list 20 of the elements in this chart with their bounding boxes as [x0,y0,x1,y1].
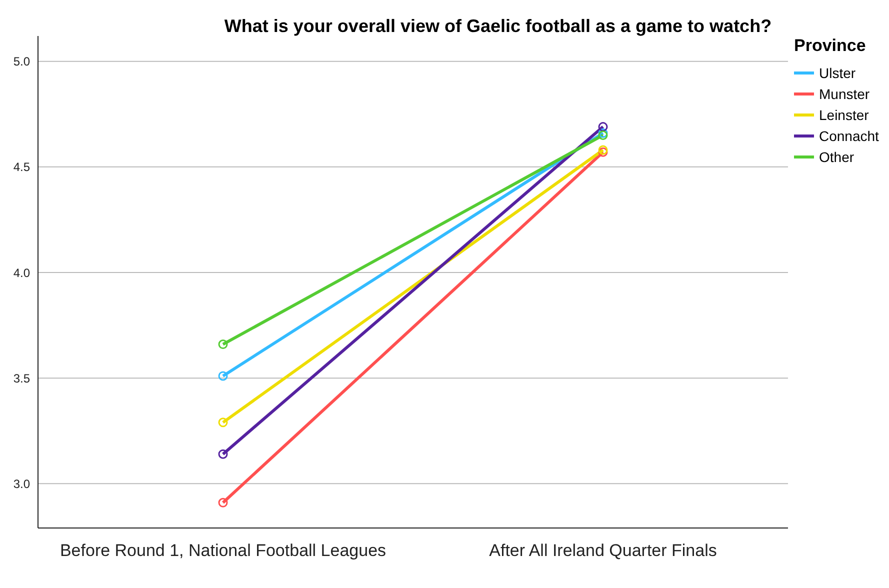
legend-label: Ulster [819,64,856,80]
legend-label: Munster [819,86,870,102]
point [218,340,228,350]
point [218,449,228,459]
legend-title: Province [794,36,867,56]
legend-label: Connacht [819,128,879,144]
y-tick-label: 5.0 [13,54,30,69]
point [218,371,228,381]
y-tick-label: 4.0 [13,266,30,280]
y-tick-label: 3.0 [13,476,30,491]
legend-label: Other [819,148,854,164]
chart-title: What is your overall view of Gaelic football as a game to watch? [223,16,773,37]
point [598,122,608,132]
point [218,498,228,508]
legend-label: Leinster [819,106,869,122]
x-tick-label: After All Ireland Quarter Finals [489,541,717,560]
point [218,418,228,428]
y-tick-label: 3.5 [13,371,30,386]
x-tick-label: Before Round 1, National Football Leagues [60,541,386,560]
y-tick-label: 4.5 [13,160,30,174]
